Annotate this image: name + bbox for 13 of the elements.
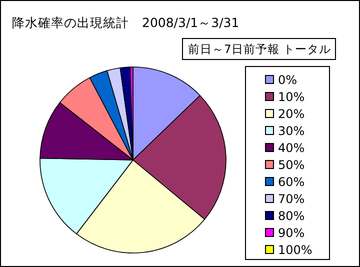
chart-subtitle: 前日～7日前予報 トータル (188, 42, 331, 56)
legend-label: 40% (278, 141, 305, 155)
legend-label: 0% (278, 73, 298, 87)
legend-label: 100% (278, 243, 312, 257)
legend-label: 20% (278, 107, 305, 121)
legend-label: 60% (278, 175, 305, 189)
chart-title: 降水確率の出現統計 2008/3/1～3/31 (12, 15, 240, 30)
legend-label: 10% (278, 90, 305, 104)
legend-label: 70% (278, 192, 305, 206)
legend-label: 90% (278, 226, 305, 240)
legend-label: 50% (278, 158, 305, 172)
legend-label: 30% (278, 124, 305, 138)
legend-label: 80% (278, 209, 305, 223)
